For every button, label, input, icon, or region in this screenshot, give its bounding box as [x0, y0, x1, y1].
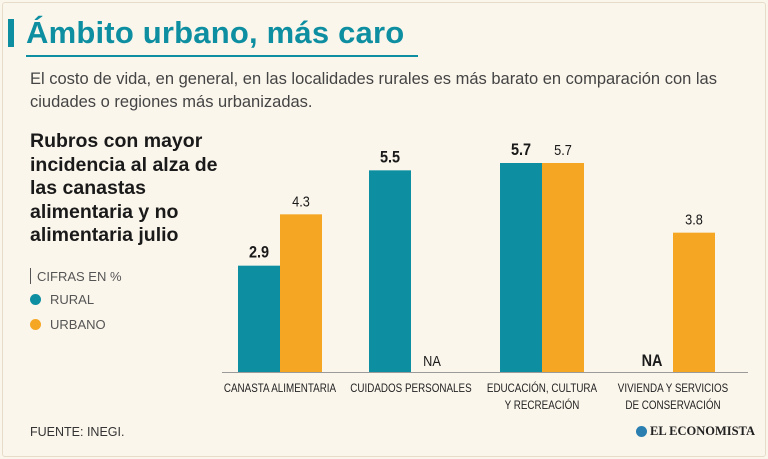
- data-label-rural-2: 5.7: [511, 141, 531, 159]
- legend-item-rural: RURAL: [30, 292, 94, 307]
- legend-swatch-urbano: [30, 319, 41, 330]
- units-label: CIFRAS EN %: [37, 269, 122, 284]
- header: Ámbito urbano, más caro: [8, 10, 404, 56]
- brand: EL ECONOMISTA: [636, 424, 755, 439]
- brand-name: EL ECONOMISTA: [650, 424, 755, 438]
- data-label-rural-1: 5.5: [380, 148, 400, 166]
- bar-rural-1: [369, 170, 411, 372]
- subtitle: El costo de vida, en general, en las loc…: [30, 70, 717, 111]
- data-label-urbano-0: 4.3: [292, 192, 310, 209]
- bar-rural-2: [500, 163, 542, 372]
- legend-item-urbano: URBANO: [30, 317, 106, 332]
- page-title: Ámbito urbano, más caro: [26, 15, 405, 50]
- bar-urbano-0: [280, 214, 322, 372]
- category-label-3-1: DE CONSERVACIÓN: [625, 398, 720, 412]
- data-label-urbano-1: NA: [423, 352, 441, 369]
- category-label-2-1: Y RECREACIÓN: [505, 398, 580, 412]
- category-label-2-0: EDUCACIÓN, CULTURA: [487, 381, 598, 395]
- title-underline: [26, 55, 418, 57]
- category-label-0-0: CANASTA ALIMENTARIA: [224, 382, 337, 395]
- data-label-urbano-3: 3.8: [685, 211, 703, 228]
- category-label-1-0: CUIDADOS PERSONALES: [350, 382, 471, 395]
- bar-rural-0: [238, 265, 280, 372]
- units-note: CIFRAS EN %: [30, 268, 122, 284]
- source-note: FUENTE: INEGI.: [30, 425, 125, 439]
- legend-swatch-rural: [30, 294, 41, 305]
- bar-urbano-3: [673, 232, 715, 372]
- brand-logo-icon: [636, 426, 647, 437]
- legend-label-urbano: URBANO: [50, 317, 106, 332]
- units-divider: [30, 268, 31, 284]
- title-accent-bar: [8, 19, 14, 47]
- chart-title: Rubros con mayor incidencia al alza de l…: [30, 130, 218, 246]
- legend-label-rural: RURAL: [50, 292, 95, 307]
- category-label-3-0: VIVIENDA Y SERVICIOS: [618, 382, 728, 395]
- bar-urbano-2: [542, 163, 584, 372]
- data-label-urbano-2: 5.7: [554, 141, 572, 158]
- data-label-rural-0: 2.9: [249, 244, 269, 262]
- data-label-rural-3: NA: [642, 352, 663, 370]
